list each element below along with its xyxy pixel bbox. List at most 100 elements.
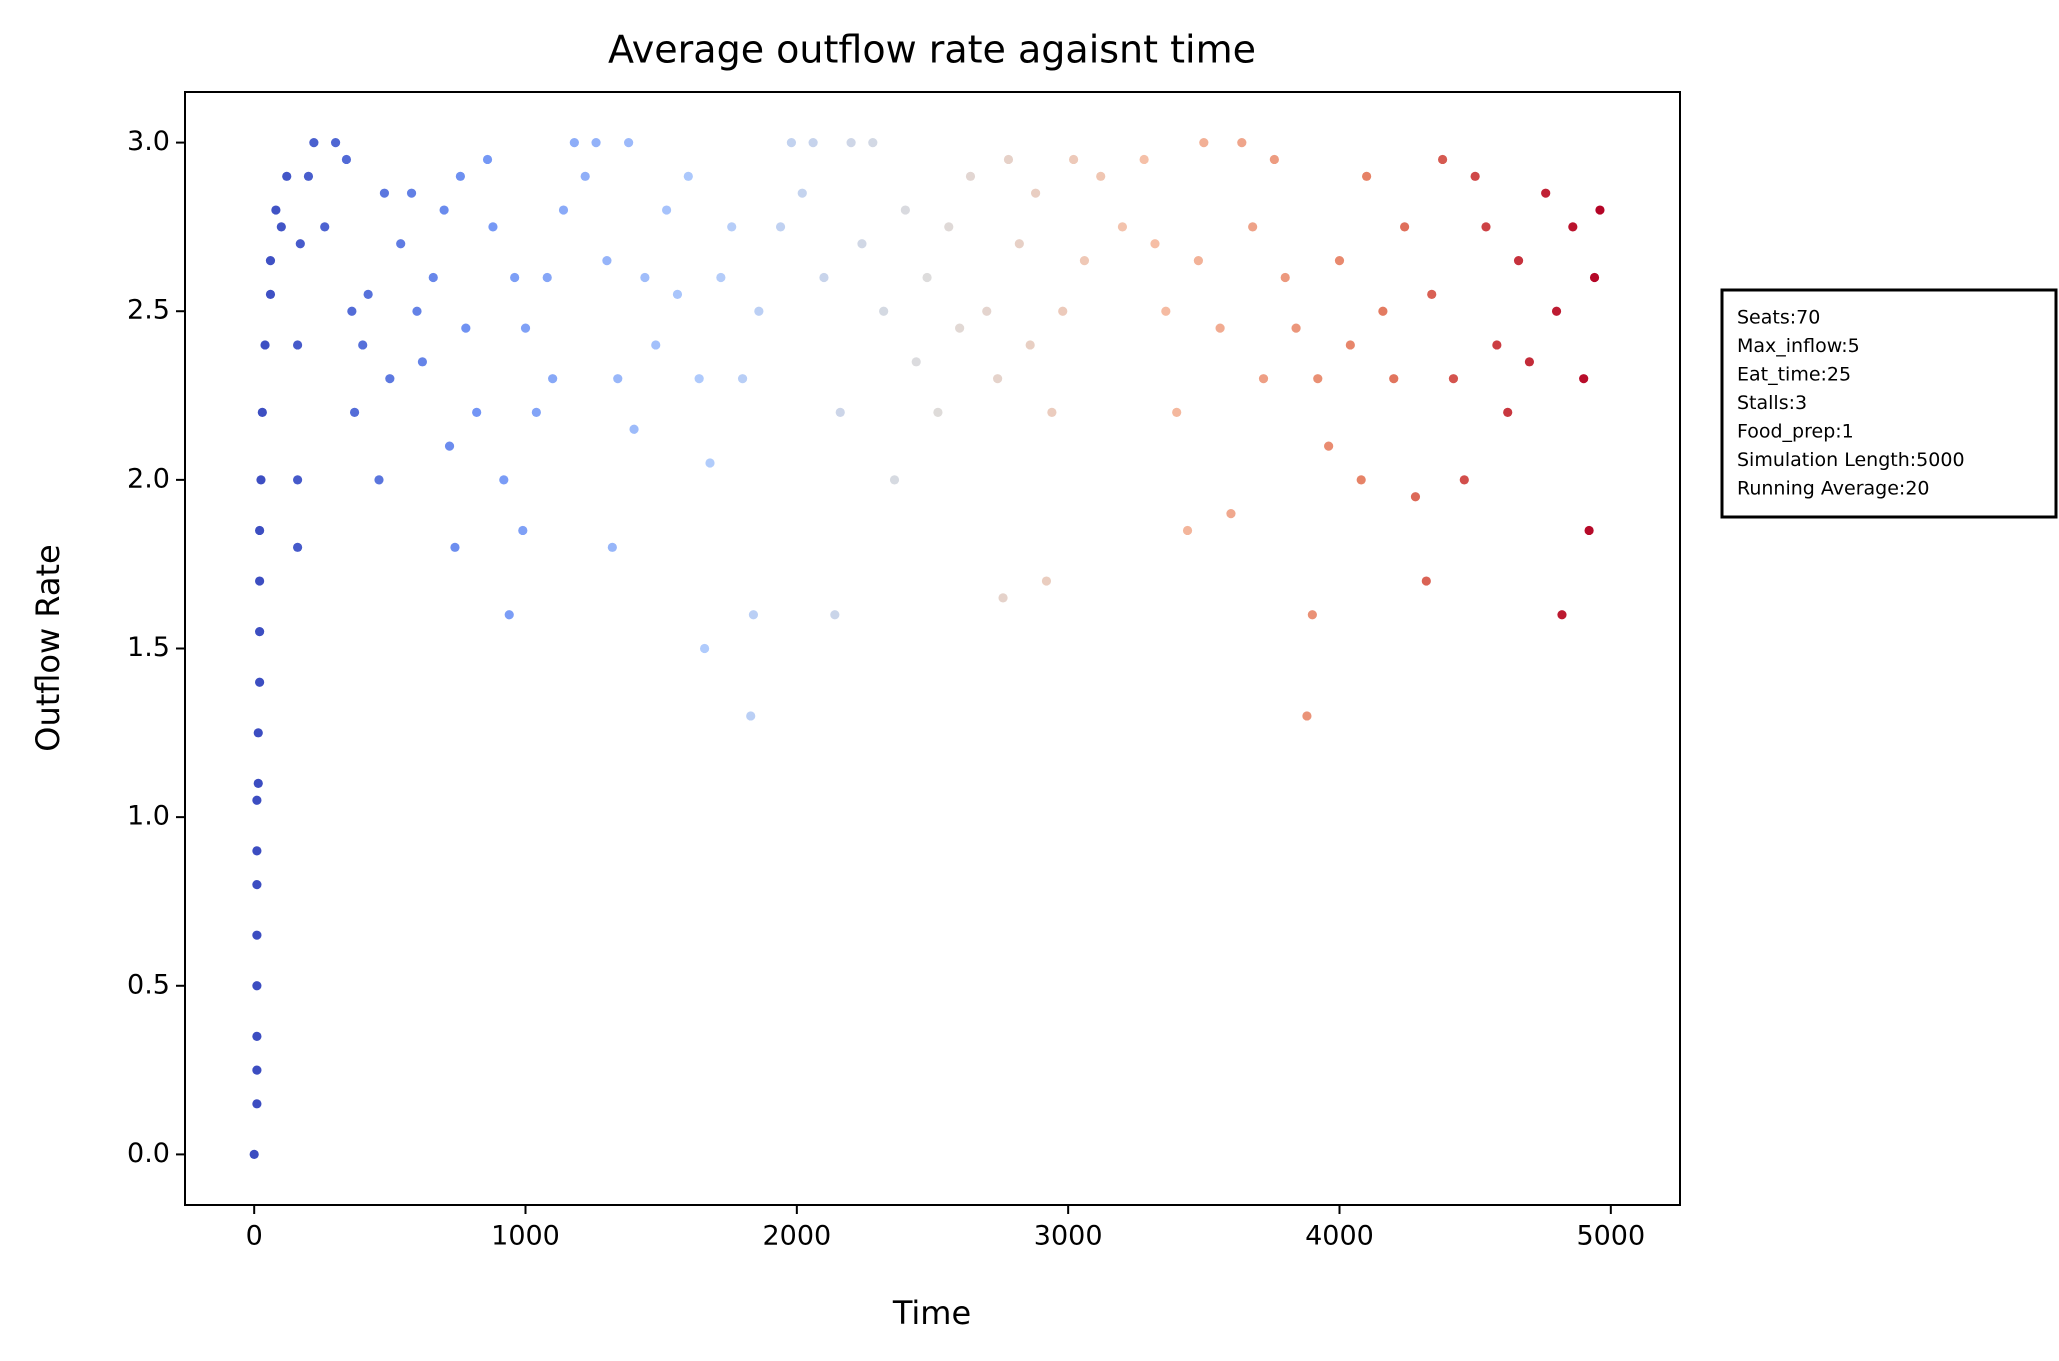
point [252, 1065, 262, 1075]
point [417, 357, 428, 367]
point [613, 374, 623, 384]
point [1258, 374, 1269, 384]
point [255, 576, 265, 586]
point [662, 205, 672, 215]
point [775, 222, 786, 232]
annotation-line: Eat_time:25 [1737, 364, 1851, 386]
point [1356, 475, 1366, 485]
point [252, 1031, 262, 1041]
point [320, 222, 330, 232]
point [716, 272, 726, 283]
point [607, 542, 617, 552]
x-tick-label: 1000 [491, 1221, 560, 1252]
point [358, 340, 368, 350]
x-tick-label: 2000 [762, 1221, 831, 1252]
point [255, 525, 265, 536]
point [1492, 340, 1502, 350]
point [255, 627, 265, 637]
point [900, 205, 910, 215]
annotation-line: Simulation Length:5000 [1737, 449, 1965, 471]
y-tick-label: 2.0 [127, 463, 170, 494]
point [249, 1149, 259, 1160]
point [558, 205, 569, 215]
point [303, 171, 314, 181]
point [349, 407, 360, 418]
y-tick-label: 0.5 [127, 969, 170, 1000]
point [253, 778, 263, 789]
point [1079, 256, 1090, 266]
point [295, 239, 305, 249]
point [1058, 306, 1068, 316]
point [1096, 171, 1106, 181]
point [868, 137, 878, 148]
point [982, 306, 992, 316]
point [455, 171, 465, 181]
point [276, 222, 286, 232]
point [412, 306, 422, 316]
x-tick-label: 5000 [1576, 1221, 1645, 1252]
point [694, 374, 704, 384]
annotation-box [1720, 288, 2058, 519]
point [548, 374, 558, 384]
point [461, 323, 471, 333]
point [450, 542, 460, 552]
point [591, 137, 601, 148]
point [1068, 154, 1079, 165]
point [1041, 576, 1052, 586]
point [683, 171, 693, 181]
point [602, 256, 612, 266]
point [363, 289, 373, 299]
point [520, 323, 531, 333]
point [1302, 711, 1312, 721]
point [482, 154, 493, 165]
point [260, 340, 270, 350]
point [797, 188, 807, 198]
y-tick-label: 1.5 [127, 632, 170, 663]
x-axis-label: Time [892, 1294, 971, 1332]
point [1215, 323, 1225, 333]
annotation-line: Running Average:20 [1737, 478, 1930, 500]
point [385, 374, 395, 384]
point [1481, 222, 1491, 232]
point [1595, 205, 1605, 215]
point [341, 154, 352, 165]
point [922, 272, 932, 283]
point [252, 1099, 262, 1109]
y-tick-label: 3.0 [127, 126, 170, 157]
point [1199, 137, 1209, 148]
point [1334, 256, 1345, 266]
point [1047, 407, 1057, 418]
point [439, 205, 449, 215]
point [1014, 239, 1024, 249]
point [1470, 171, 1480, 181]
annotation-line: Stalls:3 [1737, 392, 1807, 414]
point [1324, 441, 1334, 451]
point [252, 846, 262, 856]
annotation-line: Food_prep:1 [1737, 421, 1854, 443]
point [998, 593, 1008, 603]
point [1541, 188, 1551, 198]
point [835, 407, 845, 418]
point [672, 289, 683, 299]
point [933, 407, 943, 418]
point [1437, 154, 1448, 165]
y-tick-label: 1.0 [127, 801, 170, 832]
point [265, 289, 276, 299]
point [1589, 272, 1600, 283]
point [379, 188, 390, 198]
point [1524, 357, 1535, 367]
point [699, 643, 710, 654]
point [252, 795, 262, 805]
point [1345, 340, 1355, 350]
point [965, 171, 976, 181]
point [1313, 374, 1323, 384]
point [1117, 222, 1128, 232]
point [846, 137, 856, 148]
point [1410, 492, 1421, 502]
point [252, 930, 262, 940]
point [569, 137, 579, 148]
point [1400, 222, 1410, 232]
point [1226, 508, 1236, 519]
point [754, 306, 764, 316]
point [1291, 323, 1301, 333]
